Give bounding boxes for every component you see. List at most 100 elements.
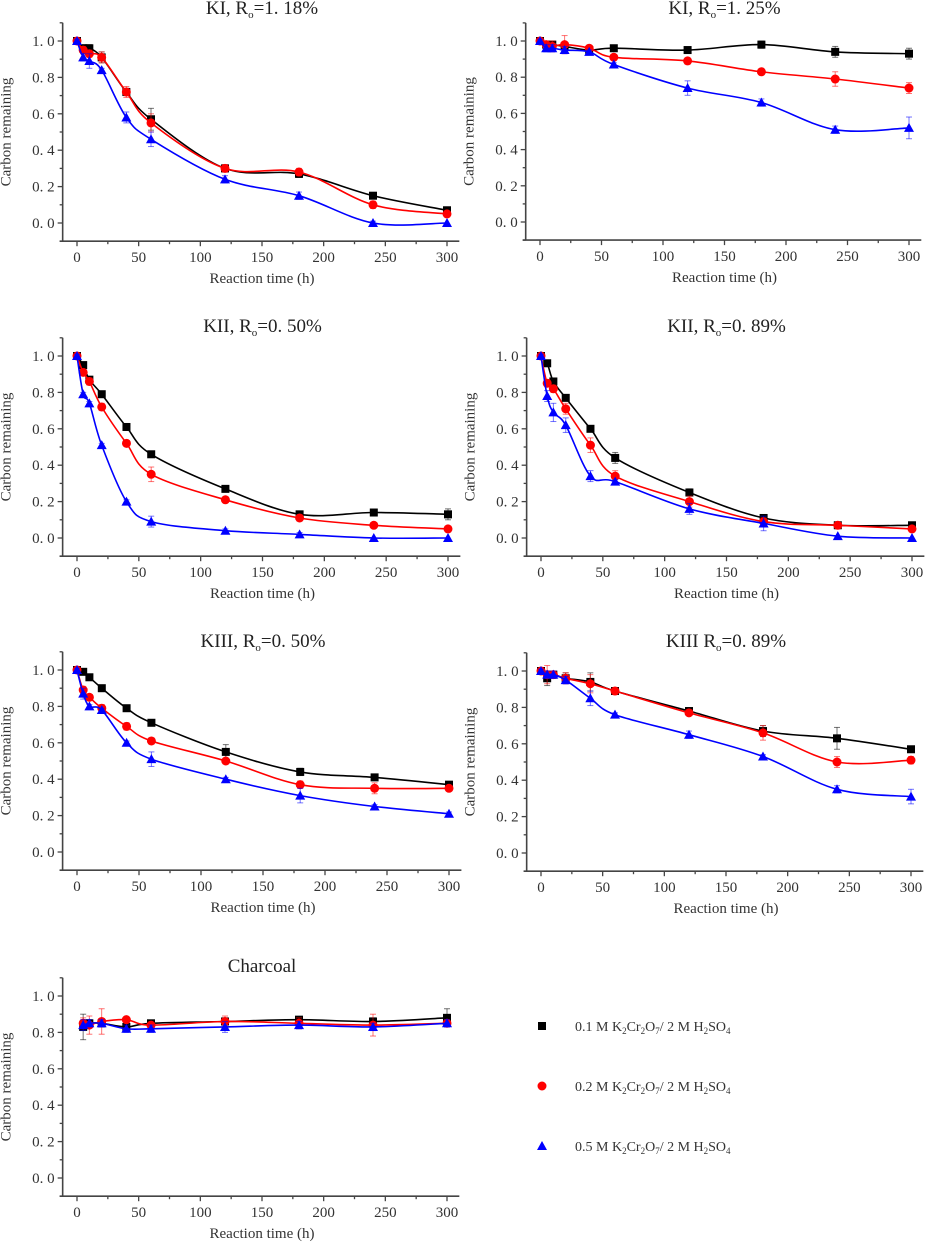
data-point — [758, 751, 768, 761]
series-line — [540, 355, 913, 530]
data-point — [584, 46, 595, 56]
x-tick-label: 200 — [776, 880, 799, 896]
x-tick-label: 100 — [189, 250, 212, 266]
data-point — [609, 52, 619, 62]
y-tick-label: 0. 2 — [32, 495, 55, 511]
data-point — [72, 351, 82, 360]
data-point — [84, 398, 95, 408]
y-tick-label: 0. 0 — [32, 216, 55, 232]
data-point — [220, 163, 230, 173]
data-point — [72, 665, 82, 674]
y-tick-label: 0. 6 — [32, 736, 55, 752]
series-line — [76, 669, 450, 786]
data-point — [146, 118, 156, 128]
y-tick-label: 0. 4 — [495, 143, 518, 159]
series-line — [540, 355, 913, 527]
data-point — [369, 801, 380, 811]
series-2 — [72, 36, 452, 219]
x-tick-label: 50 — [131, 250, 146, 266]
series-line — [540, 670, 912, 751]
data-point — [121, 112, 132, 122]
data-point — [78, 367, 88, 377]
data-point — [585, 693, 596, 703]
series-line — [540, 355, 913, 539]
x-axis-label: Reaction time (h) — [210, 586, 315, 602]
data-point — [684, 708, 694, 718]
x-tick-label: 50 — [594, 249, 609, 265]
data-point — [444, 510, 452, 519]
legend-marker-circle — [537, 1081, 547, 1091]
data-point — [442, 218, 452, 227]
data-point — [146, 134, 156, 144]
y-tick-label: 0. 2 — [32, 1135, 55, 1151]
y-tick-label: 0. 2 — [495, 179, 518, 195]
series-line — [540, 670, 912, 765]
legend-label: 0.2 M K2Cr2O7/ 2 M H2SO4 — [575, 1080, 731, 1096]
y-tick-label: 0. 8 — [496, 385, 519, 401]
series-3 — [72, 665, 454, 818]
data-point — [294, 529, 305, 539]
series-3 — [536, 666, 916, 805]
series-2 — [536, 665, 916, 768]
data-point — [79, 361, 88, 370]
x-tick-label: 250 — [374, 1205, 397, 1221]
y-tick-label: 0. 2 — [32, 180, 55, 196]
data-point — [443, 1013, 451, 1022]
y-tick-label: 0. 0 — [32, 531, 55, 547]
data-point — [296, 767, 305, 776]
x-tick-label: 100 — [652, 249, 675, 265]
legend-label: 0.1 M K2Cr2O7/ 2 M H2SO4 — [575, 1020, 731, 1036]
data-point — [831, 47, 840, 56]
y-tick-label: 1. 0 — [495, 34, 518, 50]
y-tick-label: 1. 0 — [32, 34, 55, 50]
data-point — [79, 667, 88, 676]
data-point — [906, 755, 916, 765]
x-tick-label: 50 — [595, 565, 610, 581]
data-point — [444, 783, 454, 793]
data-point — [907, 533, 917, 542]
series-line — [539, 40, 910, 133]
data-point — [904, 122, 914, 132]
data-point — [96, 705, 107, 715]
data-point — [536, 351, 546, 360]
data-point — [78, 52, 89, 62]
data-point — [610, 709, 620, 719]
series-line — [540, 670, 912, 798]
y-axis-label: Carbon remaining — [0, 77, 15, 186]
data-point — [220, 525, 231, 535]
series-line — [76, 669, 450, 815]
data-point — [96, 1018, 107, 1028]
x-tick-label: 0 — [537, 880, 545, 896]
legend-marker-square — [538, 1022, 546, 1030]
x-tick-label: 300 — [901, 565, 924, 581]
chart-title: KI, Ro=1. 18% — [206, 0, 318, 21]
series-line — [76, 40, 448, 226]
data-point — [548, 384, 558, 394]
data-point — [370, 783, 380, 793]
legend-item: 0.2 M K2Cr2O7/ 2 M H2SO4 — [537, 1080, 731, 1096]
y-tick-label: 0. 0 — [32, 845, 55, 861]
chart-title: KIII, Ro=0. 50% — [201, 631, 326, 654]
series-3 — [535, 36, 914, 140]
x-tick-label: 150 — [251, 565, 274, 581]
data-point — [609, 44, 618, 53]
x-tick-label: 50 — [595, 880, 610, 896]
x-axis-label: Reaction time (h) — [210, 1226, 315, 1242]
x-tick-label: 300 — [436, 1205, 459, 1221]
data-point — [608, 59, 619, 69]
data-point — [221, 756, 231, 766]
x-tick-label: 200 — [777, 565, 800, 581]
data-point — [84, 1018, 95, 1028]
data-point — [294, 167, 304, 177]
x-tick-label: 150 — [252, 879, 275, 895]
data-point — [832, 784, 842, 794]
y-tick-label: 0. 0 — [496, 531, 519, 547]
x-axis-label: Reaction time (h) — [210, 271, 315, 287]
y-tick-label: 0. 0 — [495, 215, 518, 231]
data-point — [220, 1021, 230, 1031]
legend: 0.1 M K2Cr2O7/ 2 M H2SO4 0.2 M K2Cr2O7/ 2… — [537, 1020, 731, 1156]
data-point — [758, 728, 768, 738]
data-point — [907, 745, 915, 754]
data-point — [121, 438, 131, 448]
